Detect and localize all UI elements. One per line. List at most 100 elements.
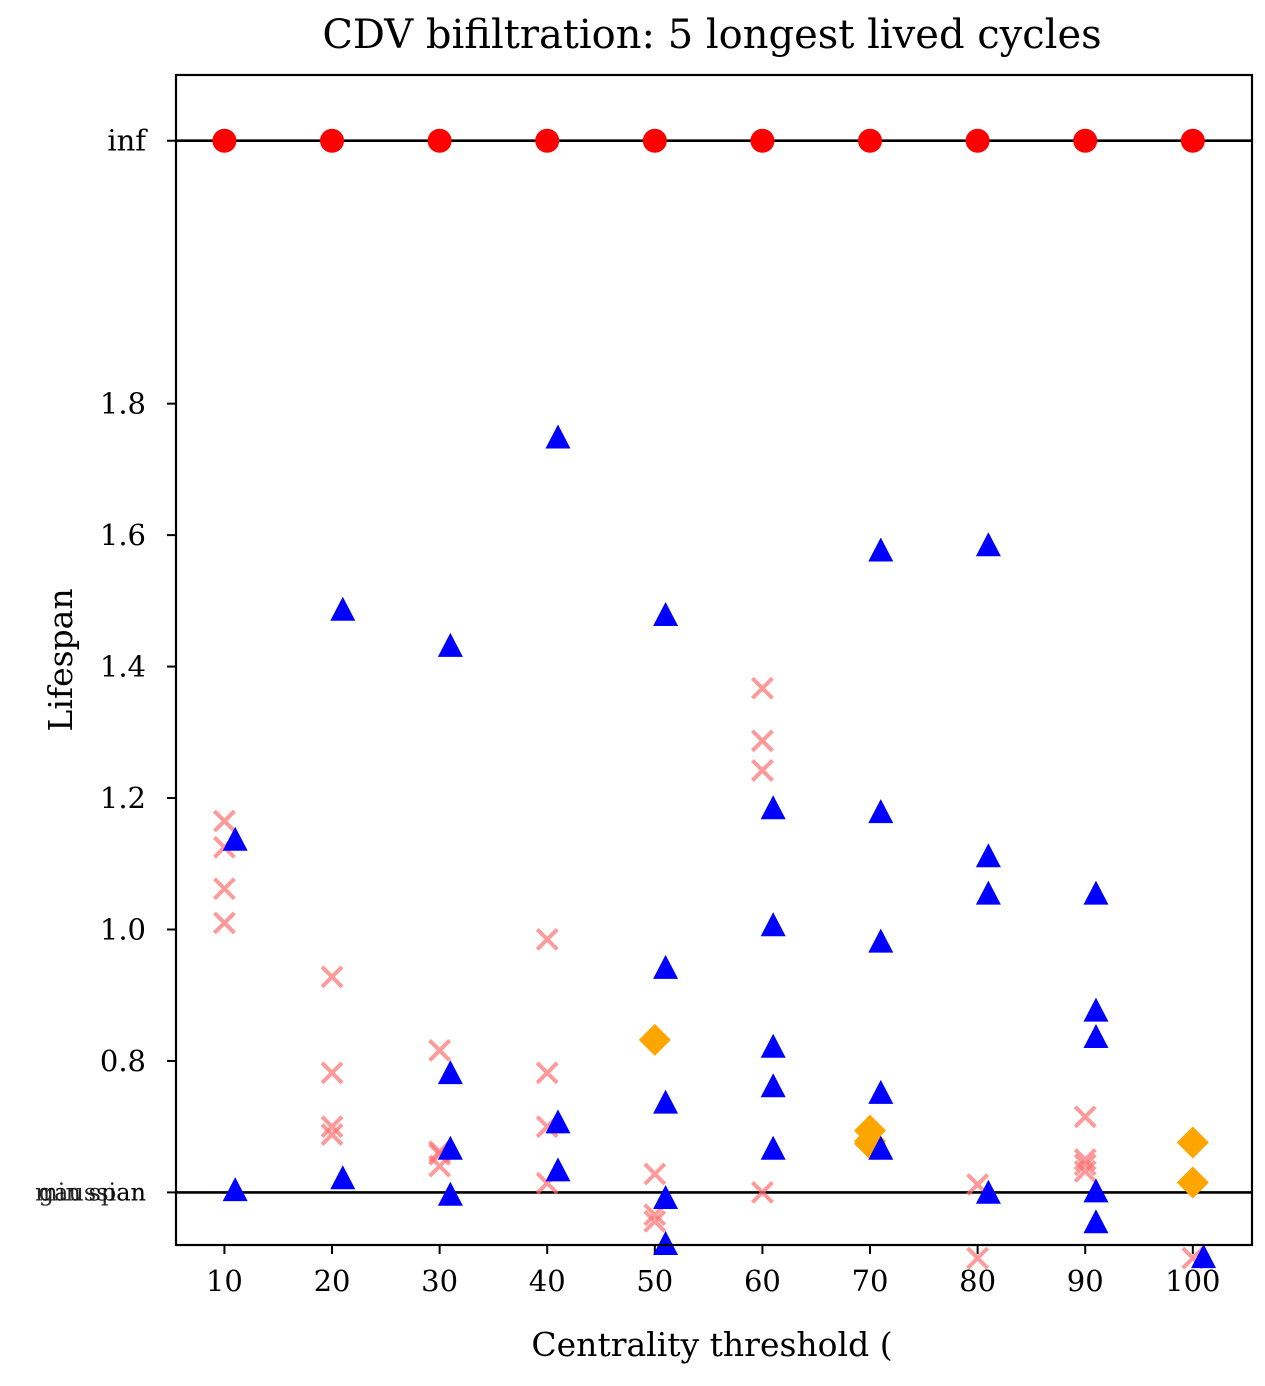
x-tick-label: 30 — [421, 1264, 458, 1298]
diamond-point — [1176, 1126, 1209, 1159]
x-tick-label: 60 — [744, 1264, 781, 1298]
triangle-point — [868, 799, 894, 824]
circle-point — [212, 128, 237, 153]
circle-point — [1180, 128, 1205, 153]
data-points — [212, 128, 1217, 1270]
triangle-point — [868, 928, 894, 953]
x-point-stroke — [1181, 1246, 1205, 1270]
x-point-stroke — [320, 1061, 344, 1085]
y-tick-label: 1.4 — [100, 650, 146, 684]
x-point-stroke — [320, 1115, 344, 1139]
inf-label: inf — [107, 124, 148, 158]
triangle-point — [975, 880, 1001, 905]
x-point — [1073, 1153, 1097, 1177]
triangle-point — [222, 826, 248, 851]
x-point — [643, 1209, 667, 1233]
circle-point — [858, 128, 883, 153]
circle-point — [535, 128, 560, 153]
y-tick-label: 1.6 — [100, 518, 146, 552]
diamond-point — [1176, 1166, 1209, 1199]
triangle-point — [653, 954, 679, 979]
x-point-stroke — [535, 1061, 559, 1085]
x-point — [751, 759, 774, 782]
x-tick-label: 90 — [1067, 1264, 1104, 1298]
x-tick-label: 70 — [852, 1264, 889, 1298]
x-point-stroke — [213, 809, 236, 833]
x-point-stroke — [320, 1123, 344, 1146]
x-point — [751, 1181, 774, 1204]
triangle-point — [437, 632, 463, 657]
x-point-stroke — [966, 1246, 990, 1270]
x-point-stroke — [643, 1209, 667, 1233]
triangle-point — [653, 1089, 679, 1114]
y-tick-label: 0.8 — [100, 1044, 146, 1078]
x-point-stroke — [320, 965, 344, 989]
triangle-point — [330, 596, 356, 621]
x-point — [751, 676, 774, 700]
x-point-stroke — [751, 759, 774, 782]
triangle-point — [868, 1079, 894, 1104]
x-point — [643, 1162, 667, 1186]
triangle-point — [760, 795, 786, 820]
triangle-point — [653, 1231, 679, 1255]
x-point — [535, 1061, 559, 1085]
x-point — [213, 809, 236, 833]
x-point-stroke — [213, 877, 236, 901]
circle-point — [1073, 128, 1098, 153]
circle-point — [750, 128, 775, 153]
triangle-point — [760, 1073, 786, 1098]
x-tick-label: 40 — [529, 1264, 566, 1298]
x-point — [966, 1246, 990, 1270]
triangle-point — [437, 1060, 463, 1085]
y-tick-label: 1.0 — [100, 912, 146, 946]
x-axis-label: Centrality threshold ( — [531, 1325, 892, 1364]
triangle-point — [975, 843, 1001, 868]
x-point-stroke — [751, 1181, 774, 1204]
triangle-point — [222, 1177, 248, 1202]
triangle-point — [975, 532, 1001, 557]
y-tick-label: 1.8 — [100, 387, 146, 421]
triangle-point — [975, 1179, 1001, 1204]
circle-point — [965, 128, 990, 153]
x-point — [320, 1123, 344, 1146]
x-tick-label: 10 — [206, 1264, 243, 1298]
x-point — [751, 729, 774, 753]
x-point — [213, 877, 236, 901]
x-point-stroke — [751, 729, 774, 753]
x-point-stroke — [213, 911, 236, 935]
triangle-point — [868, 1135, 894, 1160]
x-point — [320, 1061, 344, 1085]
triangle-point — [868, 537, 894, 562]
x-tick-label: 80 — [959, 1264, 996, 1298]
x-point-stroke — [1073, 1105, 1097, 1129]
triangle-point — [1083, 997, 1109, 1022]
triangle-point — [1083, 1178, 1109, 1203]
triangle-point — [545, 1109, 571, 1134]
triangle-point — [330, 1165, 356, 1190]
y-axis-ticks: 0.8 1.0 1.2 1.4 1.6 1.8 — [100, 387, 176, 1078]
x-point-stroke — [428, 1039, 452, 1062]
triangle-point — [653, 1184, 679, 1209]
triangle-point — [545, 1157, 571, 1182]
diamond-point — [638, 1023, 671, 1056]
x-point — [213, 911, 236, 935]
triangle-point — [437, 1135, 463, 1160]
y-axis-label: Lifespan — [41, 588, 80, 731]
x-tick-label: 100 — [1165, 1264, 1220, 1298]
triangle-point — [1083, 880, 1109, 905]
x-point-stroke — [1073, 1159, 1097, 1183]
x-point — [1073, 1159, 1097, 1183]
circle-point — [642, 128, 667, 153]
x-tick-label: 50 — [636, 1264, 673, 1298]
plot-frame — [174, 73, 1254, 1247]
triangle-point — [1083, 1023, 1109, 1048]
triangle-point — [437, 1181, 463, 1206]
x-point-stroke — [751, 676, 774, 700]
triangle-point — [653, 601, 679, 626]
x-point — [320, 965, 344, 989]
chart-title: CDV bifiltration: 5 longest lived cycles — [322, 12, 1101, 58]
x-point-stroke — [1073, 1153, 1097, 1177]
